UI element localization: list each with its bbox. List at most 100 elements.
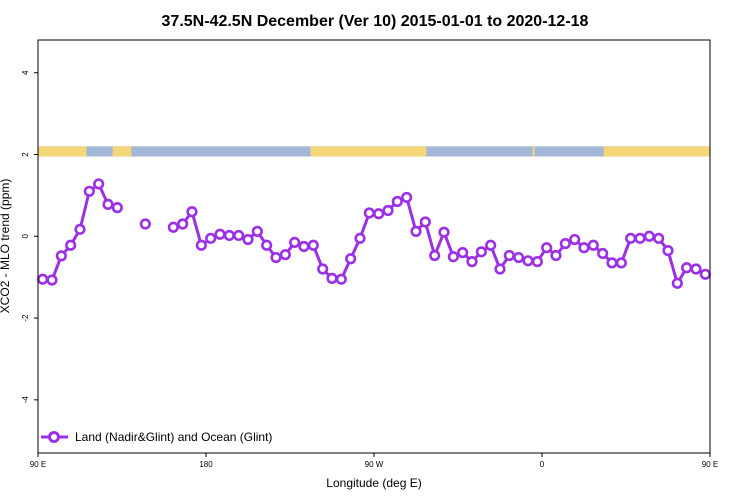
data-point	[307, 239, 319, 251]
data-point	[625, 232, 637, 244]
data-point	[643, 230, 655, 242]
data-point	[541, 242, 553, 254]
x-axis: 90 E 180 90 W 0 90 E	[30, 453, 718, 469]
x-tick-label: 90 E	[702, 460, 718, 469]
y-tick-label: -4	[21, 396, 30, 404]
data-point	[513, 251, 525, 264]
data-point	[65, 239, 77, 251]
plot-frame	[37, 39, 711, 454]
data-point	[139, 218, 151, 230]
chart-title: 37.5N-42.5N December (Ver 10) 2015-01-01…	[162, 13, 589, 30]
data-point	[102, 198, 114, 210]
data-point	[382, 204, 394, 217]
data-point	[373, 208, 385, 220]
legend-label: Land (Nadir&Glint) and Ocean (Glint)	[75, 430, 272, 444]
legend: Land (Nadir&Glint) and Ocean (Glint)	[41, 430, 272, 444]
data-point	[503, 249, 515, 262]
data-point	[681, 262, 693, 274]
data-point	[606, 257, 618, 269]
data-point	[653, 232, 665, 244]
land-span	[603, 146, 710, 157]
data-point	[55, 250, 67, 262]
y-tick-label: 0	[21, 234, 30, 239]
y-axis-label: XCO2 - MLO trend (ppm)	[0, 179, 12, 314]
land-span	[38, 146, 87, 157]
data-point	[289, 236, 301, 249]
data-point	[559, 238, 571, 250]
data-point	[270, 251, 282, 264]
data-point	[662, 244, 674, 257]
data-point	[335, 273, 347, 285]
data-point	[186, 206, 198, 218]
coast-detail	[582, 149, 587, 154]
data-point	[522, 255, 534, 267]
x-tick-label: 90 E	[30, 460, 46, 469]
data-point	[569, 233, 581, 246]
data-point	[419, 216, 431, 228]
y-tick-label: -2	[21, 314, 30, 322]
data-point	[634, 232, 646, 244]
data-point	[429, 249, 441, 262]
data-point	[233, 229, 245, 242]
data-point	[46, 274, 58, 286]
coast-detail	[599, 149, 604, 154]
land-ocean-band	[38, 146, 710, 157]
data-point	[177, 218, 189, 230]
x-tick-label: 180	[199, 460, 213, 469]
data-point	[251, 225, 263, 237]
data-point	[690, 263, 702, 275]
data-point	[410, 225, 422, 237]
data-point	[354, 232, 366, 244]
data-point	[83, 185, 95, 197]
data-point	[438, 226, 450, 238]
y-axis: 4 2 0 -2 -4	[21, 70, 38, 403]
land-span	[112, 146, 132, 157]
data-point	[671, 277, 683, 289]
data-point	[298, 240, 310, 253]
land-span	[532, 146, 535, 157]
y-tick-label: 4	[21, 70, 30, 75]
data-point	[167, 221, 179, 233]
coast-detail	[558, 149, 563, 154]
data-point	[485, 239, 497, 251]
data-point	[401, 191, 413, 204]
data-point	[587, 239, 599, 251]
data-point	[195, 239, 207, 251]
data-point	[531, 256, 543, 268]
data-point	[111, 202, 123, 214]
data-point	[242, 233, 254, 246]
data-point	[466, 256, 478, 268]
data-point	[578, 242, 590, 254]
coast-detail	[573, 149, 578, 154]
data-point	[457, 247, 469, 259]
data-point	[223, 229, 235, 242]
x-axis-label: Longitude (deg E)	[326, 476, 421, 490]
x-tick-label: 0	[540, 460, 545, 469]
series-layer	[37, 178, 711, 289]
data-point	[363, 207, 375, 219]
data-point	[494, 263, 506, 275]
x-tick-label: 90 W	[365, 460, 384, 469]
data-point	[447, 251, 459, 263]
data-point	[317, 263, 329, 275]
data-point	[391, 195, 403, 208]
data-point	[326, 272, 338, 284]
data-point	[93, 178, 105, 190]
data-point	[475, 246, 487, 258]
data-point	[74, 223, 86, 235]
data-point	[597, 247, 609, 260]
legend-marker	[48, 431, 60, 443]
data-point	[37, 273, 49, 285]
data-point	[550, 249, 562, 262]
y-tick-label: 2	[21, 152, 30, 157]
data-point	[279, 249, 291, 261]
data-point	[345, 253, 357, 265]
data-point	[699, 268, 711, 280]
land-span	[310, 146, 427, 157]
data-point	[615, 257, 627, 269]
data-point	[214, 228, 226, 240]
coast-detail	[549, 149, 554, 154]
data-point	[205, 232, 217, 244]
data-point	[261, 239, 273, 251]
